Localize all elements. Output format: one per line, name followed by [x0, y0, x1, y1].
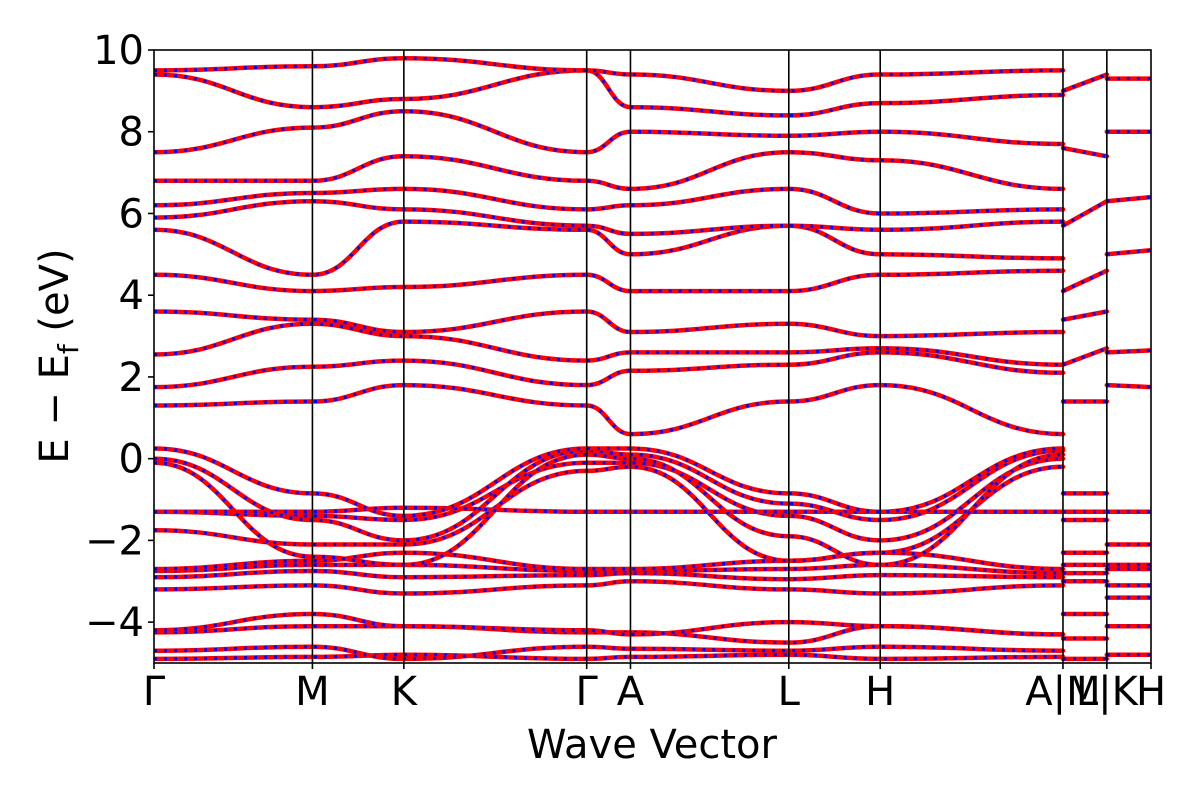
band-line-red-24: [154, 68, 1066, 118]
band-line-blue-13: [154, 446, 1064, 518]
band-line-red-16: [154, 321, 1066, 367]
x-tick-label-1: M: [295, 669, 330, 715]
band-line-red-4: [154, 579, 1066, 596]
x-tick-label-5: L: [778, 669, 801, 715]
x-tick-label-6: H: [865, 669, 895, 715]
y-axis-label-unit: (eV): [32, 248, 78, 344]
band-line-red-37: [1060, 346, 1110, 367]
y-tick-label-1: −2: [85, 518, 144, 564]
band-line-blue-39: [1062, 269, 1108, 293]
y-tick-label-4: 4: [119, 273, 144, 319]
bands-layer: [154, 55, 1151, 662]
high-symmetry-lines: [311, 50, 1108, 663]
band-line-blue-2: [154, 624, 1064, 645]
plot-frame: [153, 49, 1152, 664]
x-tick-label-4: A: [617, 669, 645, 715]
band-line-blue-17: [154, 309, 1064, 338]
x-tick-label-9: H: [1136, 669, 1166, 715]
y-axis-label-subscript: f: [52, 343, 85, 354]
x-tick-label-3: Γ: [576, 669, 599, 715]
y-axis-label: E − Ef (eV): [32, 248, 85, 463]
x-tick-label-0: Γ: [143, 669, 166, 715]
band-line-blue-41: [1062, 146, 1108, 158]
band-line-blue-19: [154, 219, 1064, 277]
band-line-blue-21: [154, 187, 1064, 216]
x-axis-ticks: Γ M K Γ A L H A|ML|KH: [143, 663, 1166, 715]
band-line-blue-52: [1106, 348, 1151, 354]
band-line-blue-51: [1106, 383, 1151, 389]
y-axis-ticks: −4 −2 0 2 4 6 8 10: [85, 28, 154, 646]
band-line-red-3: [154, 611, 1066, 637]
y-tick-label-7: 10: [93, 28, 144, 74]
band-line-blue-53: [1106, 248, 1151, 256]
y-tick-label-5: 6: [119, 191, 144, 237]
y-tick-label-0: −4: [85, 600, 144, 646]
band-line-red-23: [154, 109, 1066, 155]
x-tick-label-2: K: [391, 669, 419, 715]
y-axis-label-group: E − Ef (eV): [32, 248, 85, 463]
y-tick-label-6: 8: [119, 110, 144, 156]
band-line-red-42: [1060, 72, 1110, 94]
y-tick-label-3: 2: [119, 355, 144, 401]
y-axis-label-main: E − E: [32, 354, 78, 464]
band-line-blue-24: [154, 68, 1064, 118]
band-line-red-14: [154, 382, 1066, 437]
y-tick-label-2: 0: [119, 437, 144, 483]
x-tick-label-8: L|K: [1076, 669, 1140, 715]
band-line-blue-8: [154, 465, 1064, 563]
band-line-blue-40: [1062, 199, 1108, 228]
x-tick-label-7: A|M: [1025, 669, 1100, 715]
band-line-blue-54: [1106, 195, 1151, 203]
x-axis-label: Wave Vector: [527, 722, 778, 768]
band-line-blue-22: [154, 150, 1064, 191]
band-line-blue-18: [154, 269, 1064, 293]
band-line-blue-38: [1062, 309, 1108, 322]
